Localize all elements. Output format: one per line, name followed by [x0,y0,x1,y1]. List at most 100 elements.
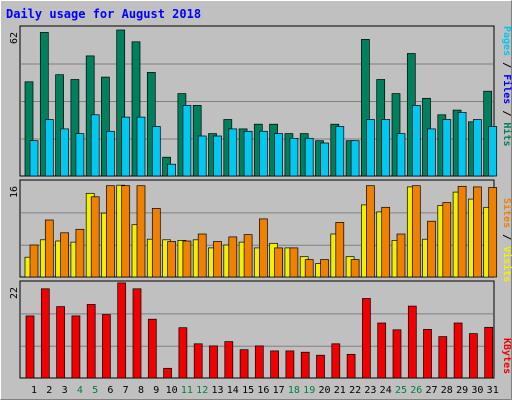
bar-sites-day-15 [243,234,253,278]
bar-kbytes-day-24 [377,322,387,379]
x-tick-day-5: 5 [92,385,98,396]
x-tick-day-3: 3 [62,385,68,396]
bar-files-day-15 [243,130,253,177]
bar-files-day-11 [182,105,192,177]
bar-hits-day-9 [146,72,156,177]
bar-kbytes-day-19 [300,351,310,379]
bar-kbytes-day-12 [193,343,203,379]
bar-sites-day-20 [320,259,329,278]
bar-kbytes-day-11 [178,327,188,379]
x-tick-day-27: 27 [425,385,437,396]
x-tick-day-14: 14 [227,385,239,396]
bar-sites-day-19 [304,259,314,278]
bar-files-day-14 [228,128,238,177]
bar-files-day-16 [259,130,268,177]
bar-kbytes-day-23 [362,298,371,379]
bar-hits-day-3 [55,74,64,177]
bar-files-day-25 [396,133,406,177]
bar-kbytes-day-16 [254,345,264,379]
bar-kbytes-day-25 [392,329,402,379]
bar-hits-day-1 [24,81,34,177]
bar-kbytes-day-6 [102,314,111,379]
chart-title: Daily usage for August 2018 [6,7,201,21]
bar-files-day-2 [44,119,54,177]
legend-sep-1: / [501,62,512,68]
panel-hits-files-ymax: 62 [9,32,20,44]
bar-sites-day-12 [197,233,207,278]
bar-sites-day-16 [259,218,268,278]
x-tick-day-24: 24 [380,385,392,396]
panel-hits-files-legend: Pages / Files / Hits [501,26,512,147]
x-axis-day-labels: 1 2 3 4 5 6 7 8 9 10 11 12 13 14 15 16 17 18 19 20 21 22 23 24 2… [31,385,499,396]
x-tick-day-10: 10 [166,385,178,396]
x-tick-day-6: 6 [107,385,113,396]
bar-files-day-29 [457,112,467,177]
bar-kbytes-day-14 [224,341,234,379]
x-tick-day-4: 4 [77,385,83,396]
panel-kbytes-ymax: 22 [9,287,20,299]
legend-sep-3: / [501,234,512,240]
bar-files-day-8 [136,116,146,177]
bar-files-day-22 [350,140,360,177]
bar-kbytes-day-3 [56,306,65,379]
legend-kbytes: KBytes [501,338,512,374]
bar-sites-day-18 [289,247,299,278]
x-tick-day-11: 11 [181,385,193,396]
bar-kbytes-day-31 [484,326,494,379]
bar-files-day-31 [488,126,498,177]
x-tick-day-13: 13 [211,385,223,396]
bar-sites-day-5 [90,196,100,278]
x-tick-day-19: 19 [303,385,315,396]
bar-sites-day-28 [442,202,452,278]
bar-files-day-1 [29,140,39,177]
bar-kbytes-day-13 [209,345,218,379]
bar-kbytes-day-30 [469,333,478,379]
bar-kbytes-day-10 [163,367,172,379]
bar-files-day-26 [411,105,421,177]
x-tick-day-29: 29 [456,385,468,396]
x-tick-day-21: 21 [334,385,346,396]
bar-kbytes-day-5 [86,304,96,379]
bar-sites-day-17 [274,247,283,278]
bar-sites-day-21 [335,222,345,278]
bar-sites-day-14 [228,236,238,278]
bar-sites-day-7 [121,185,131,278]
panel-kbytes-bars [25,282,494,379]
bar-hits-day-2 [39,32,49,177]
bar-kbytes-day-22 [346,353,356,379]
bar-hits-day-8 [131,41,141,177]
bar-kbytes-day-26 [407,305,417,379]
x-tick-day-15: 15 [242,385,254,396]
x-tick-day-8: 8 [138,385,144,396]
bar-sites-day-3 [60,232,69,278]
bar-files-day-9 [151,126,161,177]
bar-sites-day-4 [75,228,85,278]
bar-kbytes-day-7 [117,282,127,379]
bar-sites-day-29 [457,185,467,278]
bar-kbytes-day-2 [40,288,50,379]
bar-kbytes-day-1 [25,315,35,379]
panel-visits-sites: 16 Sites / Visits [9,179,512,282]
x-tick-day-30: 30 [471,385,483,396]
x-tick-day-17: 17 [273,385,285,396]
bar-sites-day-11 [182,240,192,278]
bar-files-day-10 [167,163,176,177]
legend-files: Files [501,74,512,104]
x-tick-day-16: 16 [257,385,269,396]
bar-sites-day-9 [151,208,161,278]
bar-files-day-24 [381,119,391,177]
bar-files-day-20 [320,142,329,177]
bar-files-day-21 [335,126,345,177]
bar-sites-day-26 [411,185,421,278]
bar-kbytes-day-17 [270,350,279,379]
bar-kbytes-day-21 [331,343,341,379]
bar-kbytes-day-9 [147,318,157,379]
bar-kbytes-day-18 [285,350,295,379]
bar-files-day-18 [289,137,299,177]
legend-sites: Sites [501,198,512,228]
x-tick-day-1: 1 [31,385,37,396]
panel-kbytes: 22 KBytes [9,280,512,379]
bar-sites-day-6 [106,185,115,278]
bar-files-day-17 [274,133,283,177]
